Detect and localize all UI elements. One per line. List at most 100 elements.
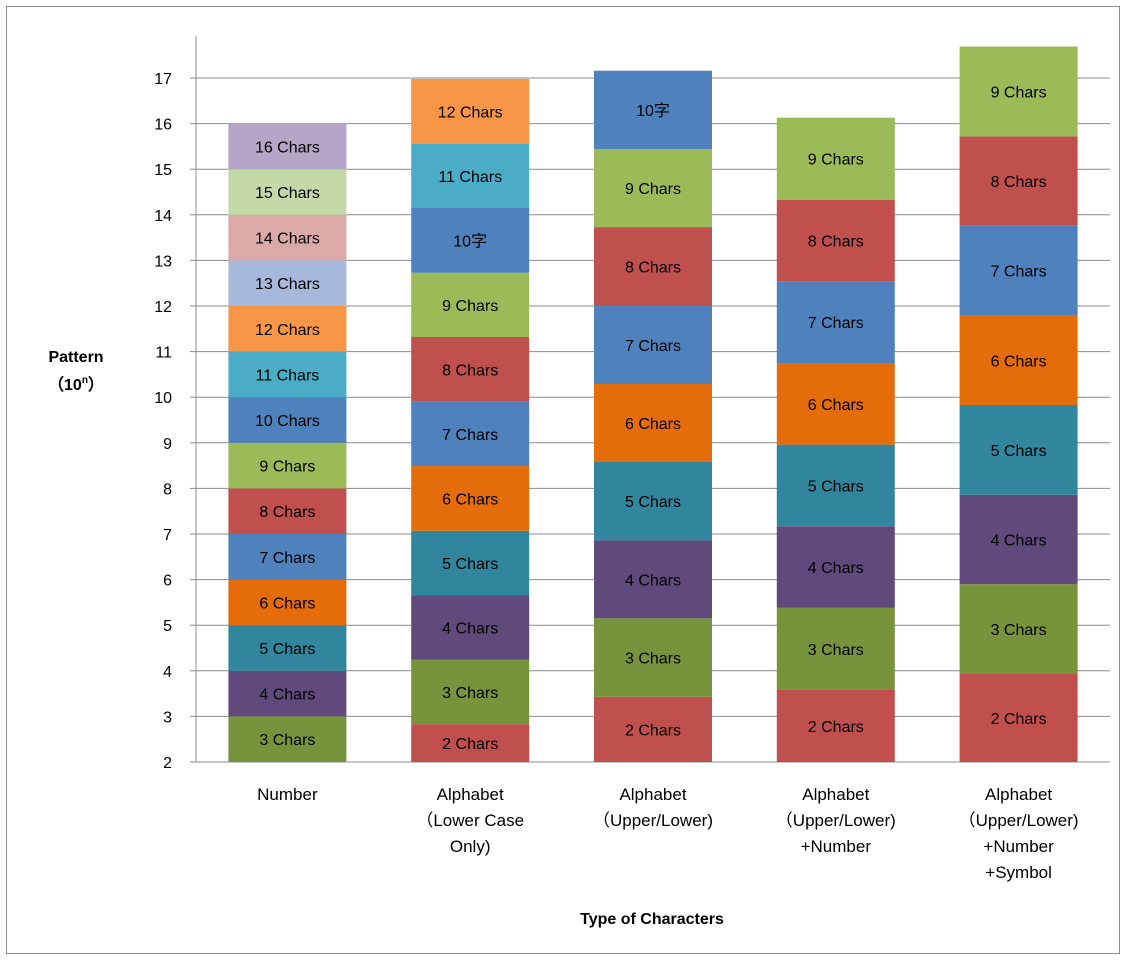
- y-tick-label: 7: [163, 527, 172, 544]
- bar-segment: [959, 494, 1078, 585]
- bar-segment: [411, 401, 530, 467]
- segment-label: 8 Chars: [259, 504, 315, 521]
- y-tick-label: 12: [154, 299, 172, 316]
- y-tick-label: 14: [154, 208, 172, 225]
- bar-segment: [776, 607, 895, 690]
- bar-segment: [228, 306, 347, 352]
- segment-label: 7 Chars: [259, 550, 315, 567]
- segment-label: 3 Chars: [808, 642, 864, 659]
- segment-label: 4 Chars: [259, 687, 315, 704]
- segment-label: 3 Chars: [625, 651, 681, 668]
- segment-label: 5 Chars: [991, 443, 1047, 460]
- bar-segment: [228, 716, 347, 762]
- y-tick-label: 6: [163, 573, 172, 590]
- category-label-line: （Lower Case: [416, 811, 524, 830]
- segment-label: 10字: [636, 102, 670, 120]
- segment-label: 5 Chars: [625, 494, 681, 511]
- bar-segment: [959, 46, 1078, 137]
- segment-label: 4 Chars: [442, 620, 498, 637]
- bar-segment: [776, 444, 895, 527]
- y-tick-label: 16: [154, 117, 172, 134]
- segment-label: 6 Chars: [259, 595, 315, 612]
- bar-stack: 3 Chars 4 Chars 5 Chars 6 Chars 7 Chars 8 Cha…: [228, 123, 347, 762]
- category-label-line: （Upper/Lower): [959, 811, 1079, 830]
- bar-segment: [776, 199, 895, 282]
- segment-label: 6 Chars: [808, 397, 864, 414]
- bar-segment: [228, 534, 347, 580]
- segment-label: 12 Chars: [255, 322, 320, 339]
- segment-label: 2 Chars: [808, 719, 864, 736]
- y-tick-label: 8: [163, 481, 172, 498]
- segment-label: 7 Chars: [991, 264, 1047, 281]
- bar-segment: [594, 540, 712, 619]
- bar-segment: [411, 466, 530, 531]
- bar-segment: [411, 272, 530, 338]
- bar-segment: [411, 724, 530, 762]
- bar-segment: [959, 225, 1078, 316]
- bar-segment: [594, 70, 712, 150]
- segment-label: 11 Chars: [438, 169, 502, 186]
- category-label-line: Alphabet: [802, 785, 869, 804]
- segment-label: 8 Chars: [991, 174, 1047, 191]
- y-axis-title-close: ）: [88, 376, 104, 394]
- segment-label: 2 Chars: [991, 711, 1047, 728]
- bar-segment: [776, 117, 895, 200]
- bar-segment: [228, 579, 347, 626]
- bar-segment: [228, 123, 347, 170]
- segment-label: 3 Chars: [991, 622, 1047, 639]
- category-label-line: +Number: [983, 837, 1054, 856]
- bar-segment: [959, 404, 1078, 495]
- segment-label: 12 Chars: [438, 104, 503, 121]
- bar-segment: [228, 214, 347, 261]
- category-label-line: +Symbol: [985, 863, 1052, 882]
- segment-label: 9 Chars: [808, 152, 864, 169]
- bar-segment: [959, 673, 1078, 762]
- bar-segment: [594, 383, 712, 462]
- bar-stack: 2 Chars 3 Chars 4 Chars 5 Chars 6 Chars 7 Cha…: [959, 46, 1078, 762]
- y-tick-label: 17: [154, 71, 172, 88]
- bar-segment: [776, 281, 895, 363]
- bars: 3 Chars 4 Chars 5 Chars 6 Chars 7 Chars 8 Cha…: [228, 46, 1078, 762]
- segment-label: 10 Chars: [255, 413, 320, 430]
- segment-label: 7 Chars: [625, 338, 681, 355]
- bar-segment: [594, 149, 712, 228]
- category-label: Number: [257, 785, 318, 804]
- y-axis-title-exponent: n: [82, 375, 88, 386]
- category-label-line: Alphabet: [437, 785, 504, 804]
- bar-segment: [594, 696, 712, 762]
- bar-segment: [959, 584, 1078, 674]
- bar-segment: [228, 442, 347, 489]
- y-tick-label: 2: [163, 755, 172, 772]
- y-tick-label: 15: [154, 162, 172, 179]
- bar-segment: [776, 526, 895, 608]
- segment-label: 9 Chars: [442, 298, 498, 315]
- segment-label: 8 Chars: [625, 259, 681, 276]
- segment-label: 6 Chars: [625, 416, 681, 433]
- chart-frame: [6, 6, 1120, 954]
- category-label-line: Only): [450, 837, 491, 856]
- axes: 2 3 4 5 6 7 8 9 10 11 12 13 14 15 16 17: [154, 36, 1110, 772]
- bar-stack: 2 Chars 3 Chars 4 Chars 5 Chars 6 Chars 7 Cha…: [594, 70, 712, 762]
- segment-label: 7 Chars: [442, 427, 498, 444]
- y-tick-label: 11: [155, 345, 172, 362]
- category-label-line: Number: [257, 785, 318, 804]
- segment-label: 4 Chars: [808, 560, 864, 577]
- bar-segment: [959, 315, 1078, 405]
- segment-label: 5 Chars: [442, 556, 498, 573]
- category-label-line: （Upper/Lower): [776, 811, 896, 830]
- segment-label: 6 Chars: [442, 491, 498, 508]
- y-tick-label: 9: [163, 436, 172, 453]
- bar-segment: [411, 78, 530, 144]
- bar-segment: [411, 337, 530, 402]
- y-tick-label: 5: [163, 618, 172, 635]
- segment-label: 11 Chars: [256, 367, 320, 384]
- segment-label: 16 Chars: [255, 139, 320, 156]
- category-labels: Number Alphabet （Lower Case Only) Alphabet （U…: [257, 785, 1078, 882]
- bar-stack: 2 Chars 3 Chars 4 Chars 5 Chars 6 Chars 7 Cha…: [776, 117, 895, 762]
- category-label-line: Alphabet: [619, 785, 686, 804]
- category-label-line: +Number: [801, 837, 872, 856]
- segment-label: 8 Chars: [808, 234, 864, 251]
- y-axis-title-line2: （10n）: [48, 375, 104, 394]
- bar-segment: [228, 625, 347, 671]
